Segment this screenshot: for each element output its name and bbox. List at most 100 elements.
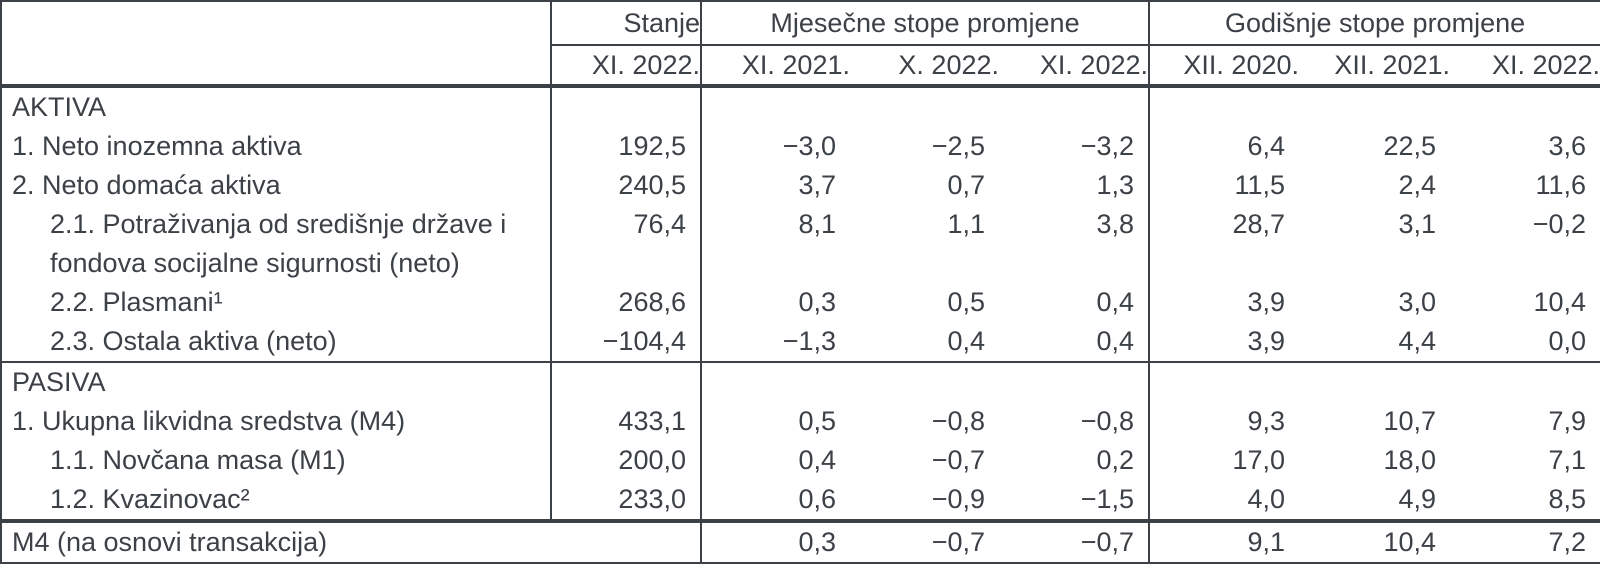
cell-value <box>999 361 1150 402</box>
row-label: 2.3. Ostala aktiva (neto) <box>50 326 337 356</box>
period-header: XI. 2022. <box>1450 45 1600 88</box>
cell-value: −3,0 <box>700 127 850 166</box>
cell-value: 10,4 <box>1533 287 1587 317</box>
row-label: 1. Neto inozemna aktiva <box>12 131 302 161</box>
stanje-group-header: Stanje <box>550 1 701 46</box>
cell-value: 0,2 <box>1096 445 1135 475</box>
cell-value: 0,4 <box>700 441 850 480</box>
cell-value <box>1450 86 1600 127</box>
cell-value: 200,0 <box>550 441 701 480</box>
cell-value: 7,9 <box>1548 406 1587 436</box>
cell-value: 0,5 <box>700 402 850 441</box>
table-row: 1.2. Kvazinovac² 233,0 0,6 −0,9 −1,5 4,0 4,9 8,… <box>1 480 1600 521</box>
section-row: AKTIVA <box>1 86 1600 127</box>
cell-value: 4,9 <box>1398 484 1437 514</box>
cell-value <box>999 86 1149 127</box>
cell-value: 3,9 <box>1148 322 1300 362</box>
period-header: X. 2022. <box>850 45 999 88</box>
corner-cell <box>1 1 551 88</box>
table-row: 2.3. Ostala aktiva (neto) −104,4 −1,3 0,4 0,… <box>1 322 1600 362</box>
cell-value: 433,1 <box>550 402 701 441</box>
cell-value: 0,5 <box>947 287 985 317</box>
cell-value: −0,7 <box>931 445 985 475</box>
cell-value: −0,9 <box>931 484 985 514</box>
cell-value: 0,6 <box>700 480 850 521</box>
table-header: Stanje Mjesečne stope promjene Godišnje … <box>1 1 1600 88</box>
table-row: 2. Neto domaća aktiva 240,5 3,7 0,7 1,3 11,5 2… <box>1 166 1600 205</box>
cell-value: 0,7 <box>947 170 985 200</box>
cell-value: 2,4 <box>1398 170 1437 200</box>
cell-value: 76,4 <box>550 205 701 283</box>
cell-value <box>550 86 701 127</box>
cell-value: −0,7 <box>850 519 999 564</box>
header-group-row: Stanje Mjesečne stope promjene Godišnje … <box>1 1 1600 88</box>
table-row: 1.1. Novčana masa (M1) 200,0 0,4 −0,7 0,2 17,… <box>1 441 1600 480</box>
cell-value: 3,9 <box>1148 283 1300 322</box>
row-label: PASIVA <box>1 361 551 402</box>
cell-value: −0,8 <box>931 406 985 436</box>
cell-value <box>850 86 999 127</box>
cell-value <box>700 361 850 402</box>
cell-value: 9,3 <box>1148 402 1300 441</box>
cell-value: 233,0 <box>550 480 701 521</box>
row-label: 1.1. Novčana masa (M1) <box>50 445 346 475</box>
cell-value: 8,5 <box>1548 484 1587 514</box>
cell-value: 10,7 <box>1383 406 1437 436</box>
row-label: M4 (na osnovi transakcija) <box>1 519 701 564</box>
cell-value: 0,0 <box>1548 326 1587 356</box>
period-header: XII. 2020. <box>1148 45 1300 88</box>
cell-value: 0,4 <box>947 326 985 356</box>
cell-value: 1,1 <box>947 209 985 239</box>
cell-value <box>1299 86 1450 127</box>
cell-value: −104,4 <box>550 322 701 362</box>
cell-value: 3,6 <box>1548 131 1587 161</box>
row-label: 2. Neto domaća aktiva <box>12 170 281 200</box>
section-row: PASIVA <box>1 361 1600 402</box>
cell-value <box>700 86 850 127</box>
row-label: 1.2. Kvazinovac² <box>50 484 250 514</box>
cell-value: 6,4 <box>1148 127 1300 166</box>
cell-value: 0,4 <box>1096 326 1135 356</box>
cell-value: 7,2 <box>1450 519 1600 564</box>
cell-value: −0,7 <box>999 519 1150 564</box>
cell-value: 0,4 <box>1096 287 1135 317</box>
cell-value: 8,1 <box>700 205 850 283</box>
cell-value: 3,7 <box>700 166 850 205</box>
monthly-rates-group-header: Mjesečne stope promjene <box>699 1 1150 46</box>
cell-value: −1,3 <box>700 322 850 362</box>
cell-value <box>850 361 999 402</box>
cell-value: 192,5 <box>550 127 701 166</box>
cell-value: 11,5 <box>1148 166 1300 205</box>
cell-value: −2,5 <box>931 131 985 161</box>
period-header: XI. 2022. <box>550 45 701 88</box>
table-body: AKTIVA 1. Neto inozemna aktiva 192,5 −3,0 −2… <box>1 86 1600 564</box>
table-row: 2.2. Plasmani¹ 268,6 0,3 0,5 0,4 3,9 3,0 10,4 <box>1 283 1600 322</box>
cell-value: 0,3 <box>700 519 850 564</box>
cell-value: 10,4 <box>1299 519 1451 564</box>
footer-row: M4 (na osnovi transakcija) 0,3 −0,7 −0,7 9,1… <box>1 519 1600 564</box>
cell-value: −3,2 <box>1080 131 1135 161</box>
yearly-rates-group-header: Godišnje stope promjene <box>1148 1 1600 46</box>
cell-value: 240,5 <box>550 166 701 205</box>
cell-value: 0,3 <box>700 283 850 322</box>
cell-value: 17,0 <box>1148 441 1300 480</box>
cell-value: 9,1 <box>1148 519 1300 564</box>
cell-value <box>1299 361 1451 402</box>
cell-value: −1,5 <box>1080 484 1135 514</box>
cell-value: 4,4 <box>1398 326 1437 356</box>
cell-value <box>1148 86 1300 127</box>
header-period-row: XI. 2022. XI. 2021. X. 2022. XI. 2022. X… <box>1 45 1600 88</box>
cell-value: 1,3 <box>1096 170 1135 200</box>
row-label: 2.2. Plasmani¹ <box>50 287 223 317</box>
period-header: XI. 2022. <box>999 45 1150 88</box>
table-row: 1. Neto inozemna aktiva 192,5 −3,0 −2,5 −3,2… <box>1 127 1600 166</box>
cell-value: 18,0 <box>1383 445 1437 475</box>
cell-value <box>1148 361 1300 402</box>
cell-value: 268,6 <box>550 283 701 322</box>
table-row: 1. Ukupna likvidna sredstva (M4) 433,1 0,5… <box>1 402 1600 441</box>
period-header: XII. 2021. <box>1299 45 1451 88</box>
cell-value <box>1450 361 1600 402</box>
